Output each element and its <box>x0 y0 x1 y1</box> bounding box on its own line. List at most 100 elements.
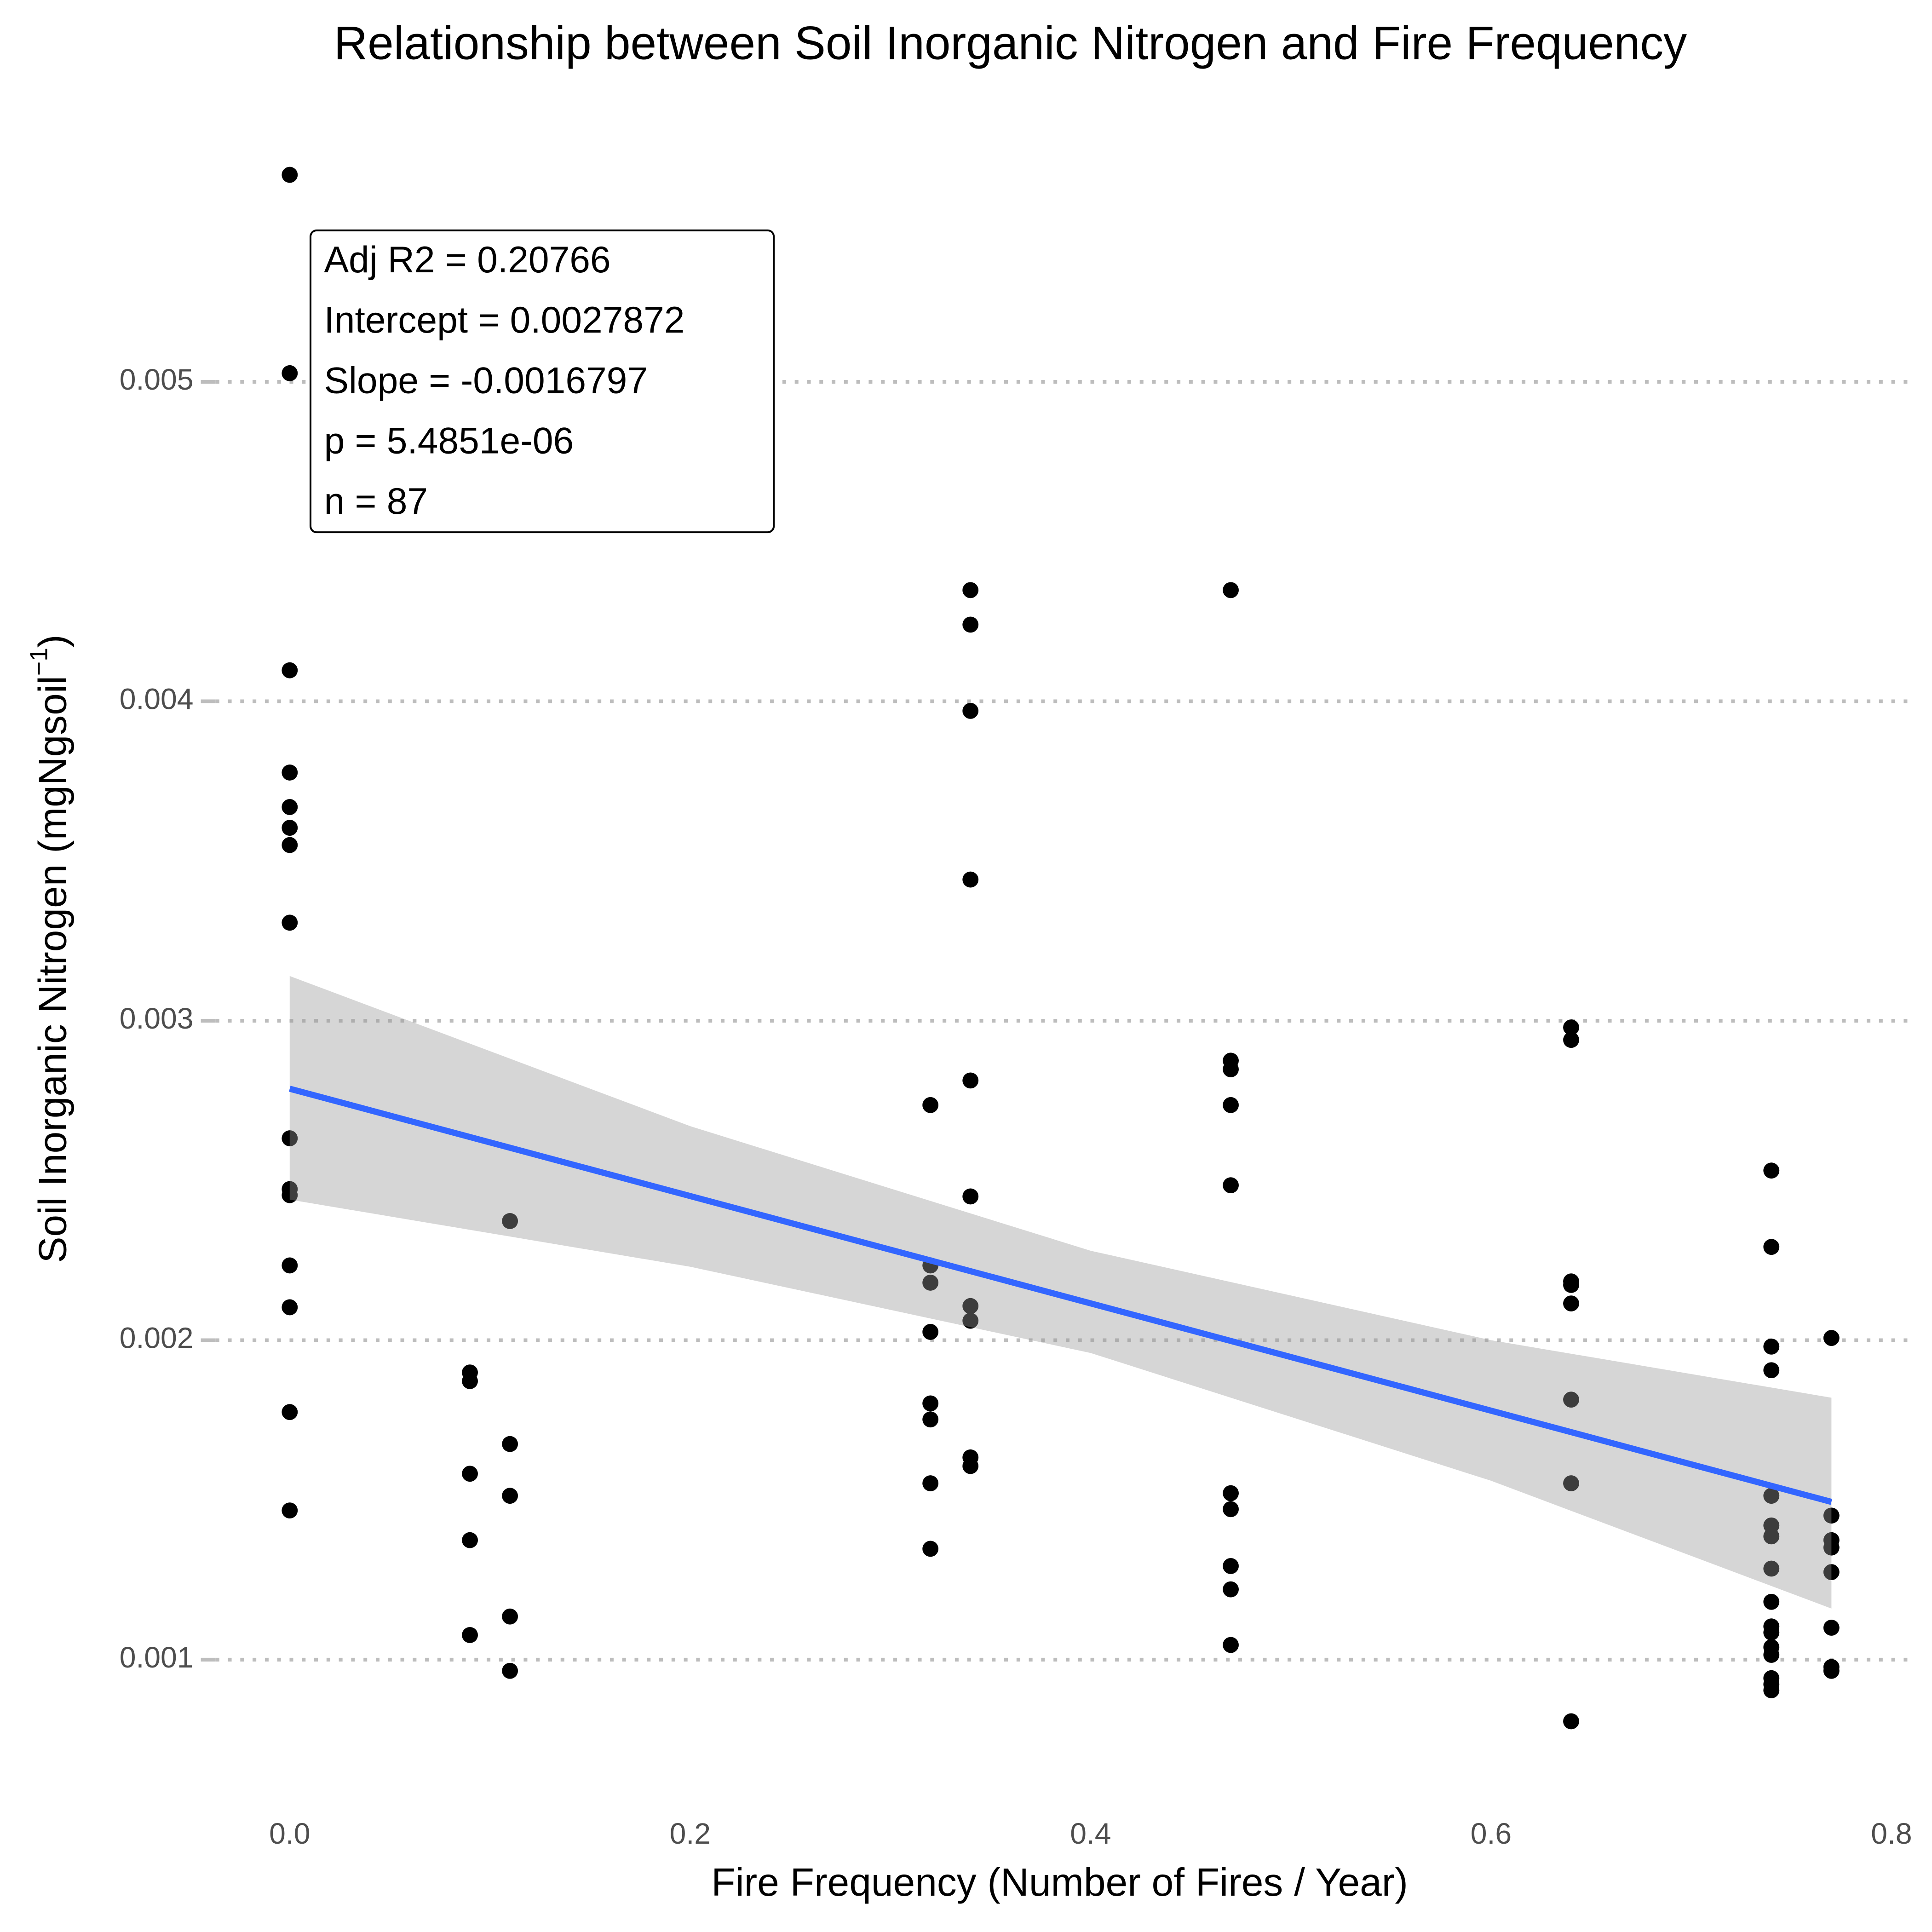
y-tick-label: 0.005 <box>120 363 194 396</box>
point <box>962 871 979 888</box>
annotation: Adj R2 = 0.20766 Intercept = 0.0027872 Slo… <box>309 229 775 534</box>
y-tick-label: 0.002 <box>120 1321 194 1354</box>
point <box>502 1436 518 1452</box>
point <box>962 616 979 633</box>
point <box>1763 1647 1780 1663</box>
x-tick-label: 0.2 <box>670 1817 711 1850</box>
point <box>1563 1019 1579 1035</box>
point <box>962 1458 979 1474</box>
point <box>922 1395 939 1412</box>
point <box>922 1275 939 1291</box>
point <box>962 702 979 719</box>
point <box>922 1097 939 1113</box>
point <box>1223 582 1239 598</box>
grid: 0.001 0.002 0.003 0.004 0.005 0.0 0.2 0.4 0.6 0.8 <box>120 363 1912 1850</box>
fit-line <box>289 1086 1833 1505</box>
annotation-line: Adj R2 = 0.20766 <box>324 239 610 281</box>
point <box>962 1188 979 1205</box>
point <box>1763 1162 1780 1179</box>
point <box>1763 1560 1780 1577</box>
point <box>462 1627 478 1643</box>
point <box>1823 1507 1840 1524</box>
point <box>502 1662 518 1679</box>
point <box>282 799 298 815</box>
point <box>1223 1637 1239 1653</box>
point <box>462 1466 478 1482</box>
y-tick-label: 0.004 <box>120 683 194 716</box>
annotation-line: n = 87 <box>324 481 428 522</box>
point <box>1823 1620 1840 1636</box>
point <box>282 662 298 678</box>
point <box>1823 1539 1840 1556</box>
y-axis-label-superscript: −1 <box>26 648 53 676</box>
point <box>922 1541 939 1557</box>
point <box>462 1532 478 1548</box>
point <box>962 1072 979 1089</box>
point <box>1823 1564 1840 1581</box>
point <box>1563 1032 1579 1048</box>
y-tick-label: 0.003 <box>120 1002 194 1035</box>
point <box>1763 1362 1780 1379</box>
point <box>282 365 298 381</box>
point <box>282 1299 298 1316</box>
point <box>502 1488 518 1504</box>
y-axis-label-text: Soil Inorganic Nitrogen (mgNgsoil <box>30 676 75 1263</box>
point <box>1763 1488 1780 1504</box>
point <box>502 1213 518 1229</box>
point <box>282 914 298 931</box>
point <box>462 1373 478 1389</box>
point <box>282 1187 298 1203</box>
point <box>1223 1177 1239 1194</box>
point <box>1223 1558 1239 1574</box>
point <box>1763 1239 1780 1255</box>
point <box>1823 1330 1840 1346</box>
point <box>962 1298 979 1314</box>
point <box>282 1130 298 1146</box>
point <box>1563 1295 1579 1312</box>
point <box>1763 1593 1780 1610</box>
point <box>922 1323 939 1340</box>
point <box>1763 1682 1780 1699</box>
annotation-line: p = 5.4851e-06 <box>324 420 574 462</box>
chart-title: Relationship between Soil Inorganic Nitr… <box>334 17 1687 69</box>
y-axis-label-suffix: ) <box>30 634 75 648</box>
point <box>1763 1528 1780 1545</box>
x-axis-label: Fire Frequency (Number of Fires / Year) <box>711 1860 1408 1904</box>
point <box>1223 1501 1239 1518</box>
y-tick-label: 0.001 <box>120 1641 194 1674</box>
y-axis-label: Soil Inorganic Nitrogen (mgNgsoil−1) <box>26 634 75 1263</box>
point <box>1823 1662 1840 1679</box>
point <box>1563 1392 1579 1408</box>
point <box>1763 1624 1780 1641</box>
x-tick-label: 0.6 <box>1471 1817 1512 1850</box>
annotation-line: Slope = -0.0016797 <box>324 360 648 401</box>
point <box>1563 1475 1579 1491</box>
point <box>1223 1485 1239 1501</box>
annotation-box <box>309 229 775 534</box>
x-tick-label: 0.8 <box>1871 1817 1912 1850</box>
point <box>282 837 298 853</box>
point <box>1223 1061 1239 1077</box>
point <box>922 1475 939 1491</box>
x-tick-label: 0.4 <box>1070 1817 1111 1850</box>
point <box>1563 1713 1579 1730</box>
point <box>1763 1338 1780 1355</box>
point <box>282 1257 298 1274</box>
fit <box>289 976 1833 1609</box>
annotation-line: Intercept = 0.0027872 <box>324 299 684 341</box>
point <box>962 1312 979 1329</box>
point <box>282 764 298 781</box>
point <box>282 167 298 183</box>
x-tick-label: 0.0 <box>269 1817 310 1850</box>
point <box>282 820 298 836</box>
point <box>962 582 979 598</box>
points <box>282 167 1840 1730</box>
point <box>1563 1276 1579 1293</box>
point <box>282 1404 298 1420</box>
point <box>502 1608 518 1625</box>
point <box>922 1411 939 1428</box>
point <box>282 1502 298 1519</box>
